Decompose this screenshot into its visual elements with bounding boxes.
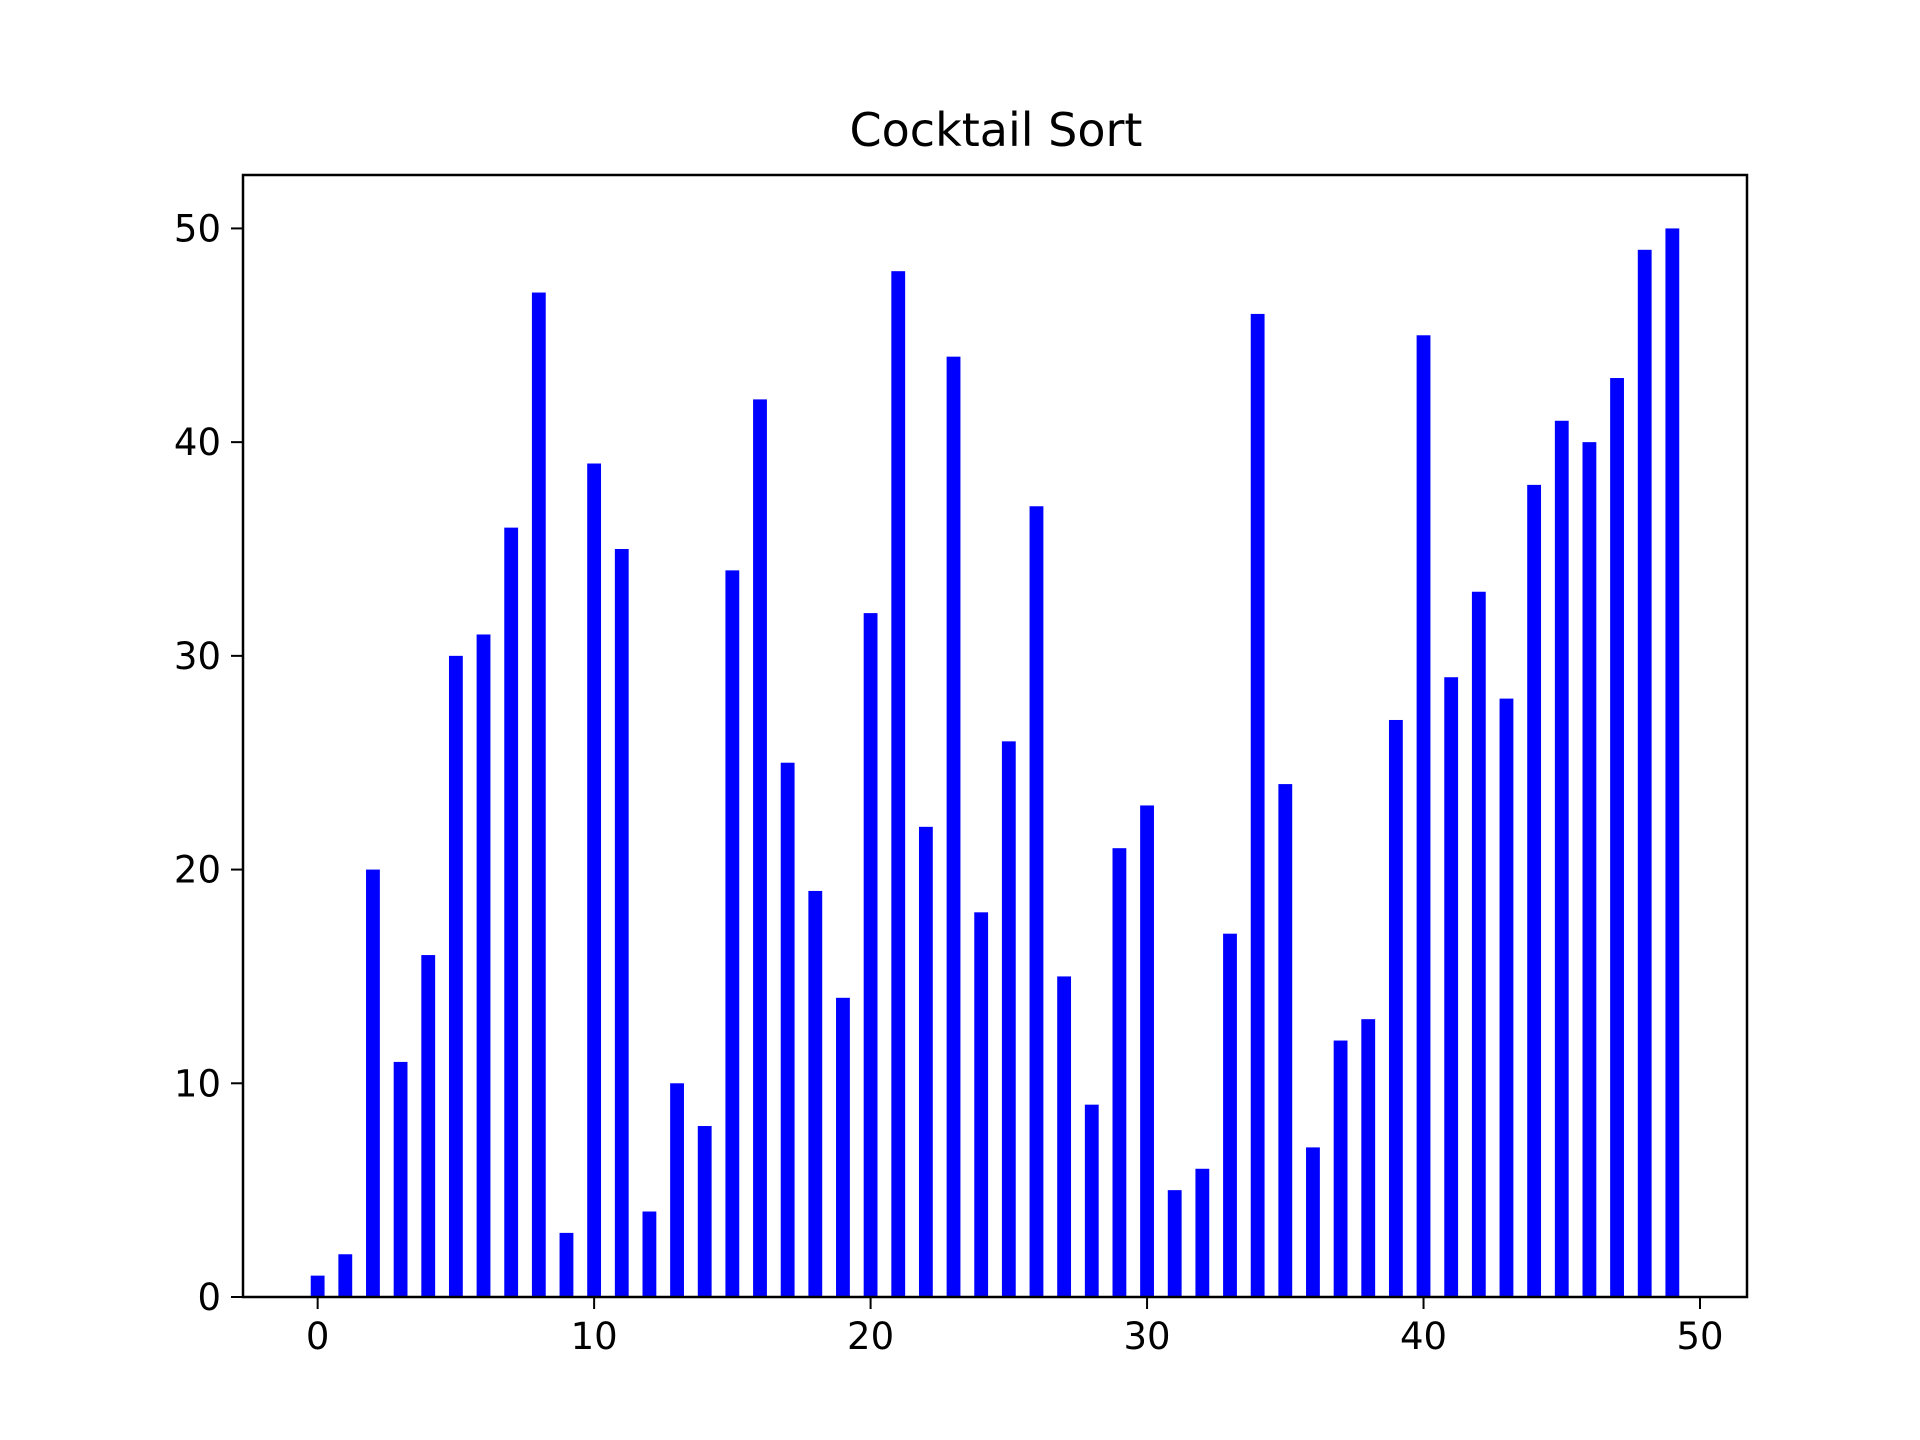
- bar-21: [891, 271, 906, 1298]
- bar-0: [310, 1275, 325, 1297]
- bar-7: [504, 527, 519, 1297]
- bar-19: [836, 997, 850, 1297]
- bar-20: [863, 613, 878, 1297]
- bar-30: [1140, 805, 1154, 1297]
- bar-41: [1444, 677, 1459, 1297]
- y-tick-label: 10: [174, 1062, 221, 1105]
- bar-4: [421, 955, 436, 1297]
- y-tick-label: 30: [174, 635, 221, 678]
- bar-2: [366, 869, 380, 1297]
- bar-11: [614, 549, 629, 1297]
- bar-26: [1029, 506, 1044, 1297]
- bar-49: [1665, 228, 1680, 1297]
- bar-15: [725, 570, 740, 1297]
- bar-6: [476, 634, 491, 1297]
- bar-39: [1388, 719, 1403, 1297]
- bar-28: [1084, 1104, 1099, 1297]
- bar-12: [642, 1211, 657, 1297]
- bar-3: [393, 1061, 408, 1297]
- bar-31: [1167, 1190, 1182, 1297]
- x-tick-label: 30: [1124, 1315, 1171, 1358]
- x-axis: 0 10 20 30 40 50: [306, 1297, 1724, 1358]
- x-tick-label: 40: [1400, 1315, 1447, 1358]
- bar-46: [1582, 442, 1597, 1298]
- bar-32: [1195, 1168, 1210, 1297]
- bar-29: [1112, 848, 1127, 1297]
- bar-22: [918, 826, 933, 1297]
- bar-48: [1637, 249, 1652, 1297]
- bar-10: [587, 463, 602, 1297]
- bar-25: [1001, 741, 1016, 1297]
- x-tick-label: 0: [306, 1315, 330, 1358]
- bar-23: [946, 356, 961, 1298]
- bar-18: [808, 890, 823, 1297]
- bar-36: [1306, 1147, 1320, 1297]
- y-axis: 0 10 20 30 40 50: [174, 207, 243, 1319]
- bar-42: [1471, 591, 1486, 1297]
- x-tick-label: 10: [571, 1315, 618, 1358]
- bar-38: [1361, 1019, 1376, 1297]
- bar-35: [1278, 784, 1293, 1297]
- y-tick-label: 0: [197, 1276, 221, 1319]
- bar-8: [531, 292, 546, 1297]
- plot-frame: [241, 173, 1749, 1299]
- bar-13: [670, 1083, 684, 1297]
- bar-44: [1527, 484, 1542, 1297]
- bar-16: [753, 399, 767, 1297]
- bar-40: [1416, 335, 1431, 1297]
- bar-14: [697, 1126, 712, 1297]
- x-tick-label: 20: [847, 1315, 894, 1358]
- y-tick-label: 50: [174, 207, 221, 250]
- bar-33: [1223, 933, 1237, 1297]
- bar-24: [974, 912, 989, 1297]
- bar-37: [1333, 1040, 1348, 1297]
- bar-27: [1057, 976, 1072, 1297]
- bar-5: [448, 655, 463, 1297]
- bar-45: [1554, 420, 1569, 1297]
- y-tick-label: 20: [174, 849, 221, 892]
- bar-47: [1610, 378, 1624, 1297]
- bars-group: [310, 228, 1680, 1298]
- bar-17: [780, 762, 795, 1297]
- bar-9: [559, 1232, 574, 1297]
- y-tick-label: 40: [174, 421, 221, 464]
- chart-title: Cocktail Sort: [850, 103, 1143, 157]
- bar-1: [338, 1254, 353, 1297]
- x-tick-label: 50: [1676, 1315, 1723, 1358]
- bar-43: [1499, 698, 1514, 1297]
- bar-34: [1250, 313, 1265, 1297]
